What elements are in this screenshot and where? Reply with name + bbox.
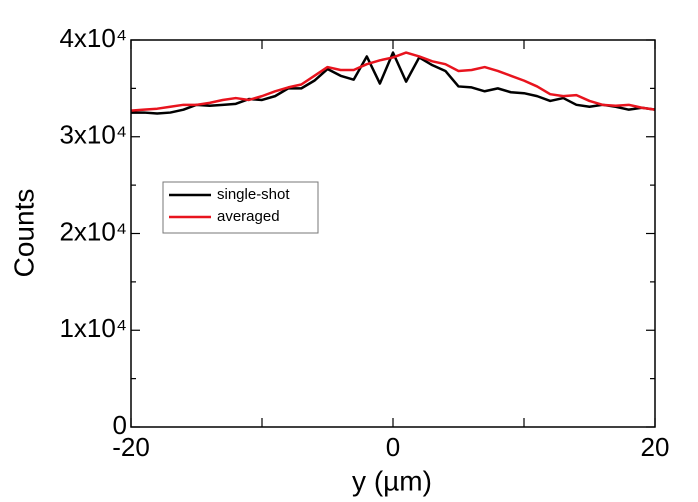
y-tick-label: 3x10⁴ xyxy=(59,120,127,150)
data-line xyxy=(130,51,656,112)
y-tick-label: 4x10⁴ xyxy=(59,23,127,53)
legend-box xyxy=(162,181,319,234)
y-axis-label: Counts xyxy=(8,189,39,278)
x-tick-label: -20 xyxy=(112,432,150,462)
y-tick-label: 1x10⁴ xyxy=(59,313,127,343)
x-axis-label: y (µm) xyxy=(352,465,432,496)
y-tick-label: 0 xyxy=(113,410,127,440)
data-line xyxy=(131,51,656,115)
legend-label: single-shot xyxy=(217,186,290,203)
x-tick-label: 0 xyxy=(386,432,400,462)
y-tick-label: 2x10⁴ xyxy=(59,216,127,246)
plot-frame xyxy=(130,39,656,428)
x-tick-label: 20 xyxy=(641,432,670,462)
legend-label: averaged xyxy=(217,208,280,225)
